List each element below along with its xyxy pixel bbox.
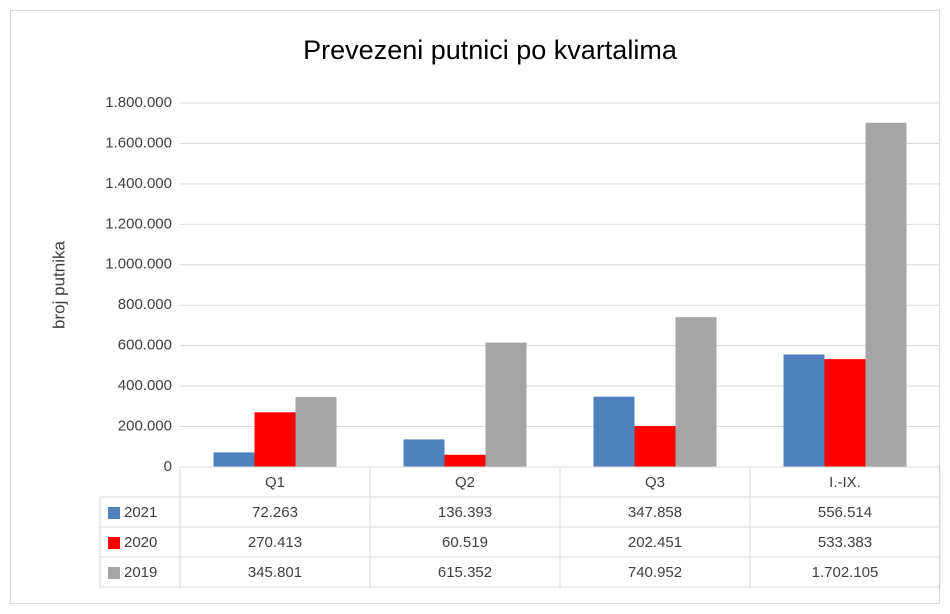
legend-swatch [108, 537, 120, 549]
y-tick-label: 200.000 [118, 418, 172, 435]
table-value: 136.393 [438, 504, 492, 521]
table-value: 345.801 [248, 564, 302, 581]
y-tick-label: 1.400.000 [105, 175, 172, 192]
bar [675, 317, 717, 467]
bar [485, 342, 527, 467]
y-tick-label: 1.600.000 [105, 134, 172, 151]
table-value: 615.352 [438, 564, 492, 581]
table-value: 60.519 [442, 534, 488, 551]
y-tick-label: 1.000.000 [105, 256, 172, 273]
table-value: 72.263 [252, 504, 298, 521]
y-tick-label: 1.200.000 [105, 215, 172, 232]
legend-swatch [108, 507, 120, 519]
bar [254, 412, 296, 467]
x-tick-label: Q3 [645, 474, 665, 491]
bar [444, 454, 486, 467]
bar [783, 354, 825, 467]
bar [824, 359, 866, 467]
table-value: 202.451 [628, 534, 682, 551]
x-tick-label: I.-IX. [829, 474, 861, 491]
x-tick-label: Q1 [265, 474, 285, 491]
chart-border [10, 10, 940, 604]
bar [593, 396, 635, 467]
bar [634, 426, 676, 467]
table-value: 270.413 [248, 534, 302, 551]
table-value: 1.702.105 [812, 564, 879, 581]
y-tick-label: 800.000 [118, 296, 172, 313]
bar [403, 439, 445, 467]
legend-label: 2021 [124, 504, 157, 521]
bar [865, 122, 907, 468]
chart-title: Prevezeni putnici po kvartalima [303, 35, 678, 65]
table-value: 740.952 [628, 564, 682, 581]
y-axis-label: broj putnika [49, 241, 68, 329]
y-tick-label: 600.000 [118, 337, 172, 354]
legend-label: 2019 [124, 564, 157, 581]
y-tick-label: 1.800.000 [105, 94, 172, 111]
table-value: 556.514 [818, 504, 872, 521]
legend-label: 2020 [124, 534, 157, 551]
y-tick-label: 400.000 [118, 377, 172, 394]
y-tick-label: 0 [164, 458, 172, 475]
legend-swatch [108, 567, 120, 579]
table-value: 533.383 [818, 534, 872, 551]
bar [295, 397, 337, 467]
x-tick-label: Q2 [455, 474, 475, 491]
bar [213, 452, 255, 467]
table-value: 347.858 [628, 504, 682, 521]
